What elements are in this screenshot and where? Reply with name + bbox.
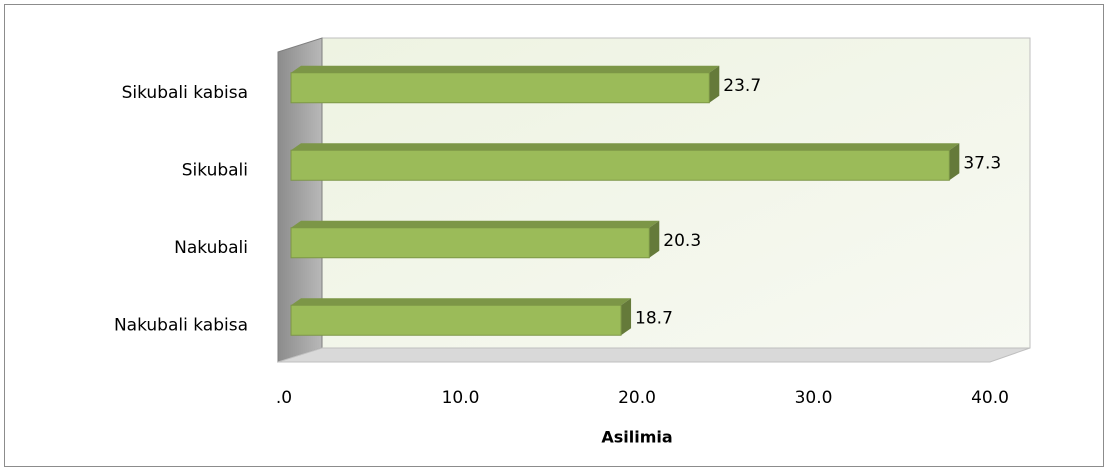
bar-top bbox=[291, 298, 632, 306]
x-tick-label: 10.0 bbox=[442, 388, 480, 408]
bar bbox=[290, 304, 622, 336]
x-tick-label: 20.0 bbox=[618, 388, 656, 408]
bar-end bbox=[621, 298, 632, 336]
value-label: 23.7 bbox=[723, 76, 761, 96]
bar-top bbox=[291, 65, 720, 73]
bar bbox=[290, 227, 650, 259]
bar bbox=[290, 149, 950, 181]
x-tick-label: .0 bbox=[276, 388, 292, 408]
value-label: 18.7 bbox=[635, 308, 673, 328]
bar-end bbox=[649, 220, 660, 258]
y-tick-label: Sikubali bbox=[182, 160, 248, 180]
y-tick-label: Nakubali bbox=[174, 238, 248, 258]
bar-end bbox=[949, 143, 960, 181]
x-axis-title: Asilimia bbox=[601, 428, 672, 447]
x-tick-label: 40.0 bbox=[971, 388, 1009, 408]
bar-top bbox=[291, 220, 660, 228]
bar-end bbox=[709, 65, 720, 103]
floor bbox=[277, 347, 1031, 363]
y-tick-label: Sikubali kabisa bbox=[122, 83, 248, 103]
value-label: 37.3 bbox=[963, 153, 1001, 173]
bar bbox=[290, 72, 710, 104]
value-label: 20.3 bbox=[663, 231, 701, 251]
x-tick-label: 30.0 bbox=[795, 388, 833, 408]
y-tick-label: Nakubali kabisa bbox=[114, 315, 248, 335]
bar-top bbox=[291, 143, 960, 151]
